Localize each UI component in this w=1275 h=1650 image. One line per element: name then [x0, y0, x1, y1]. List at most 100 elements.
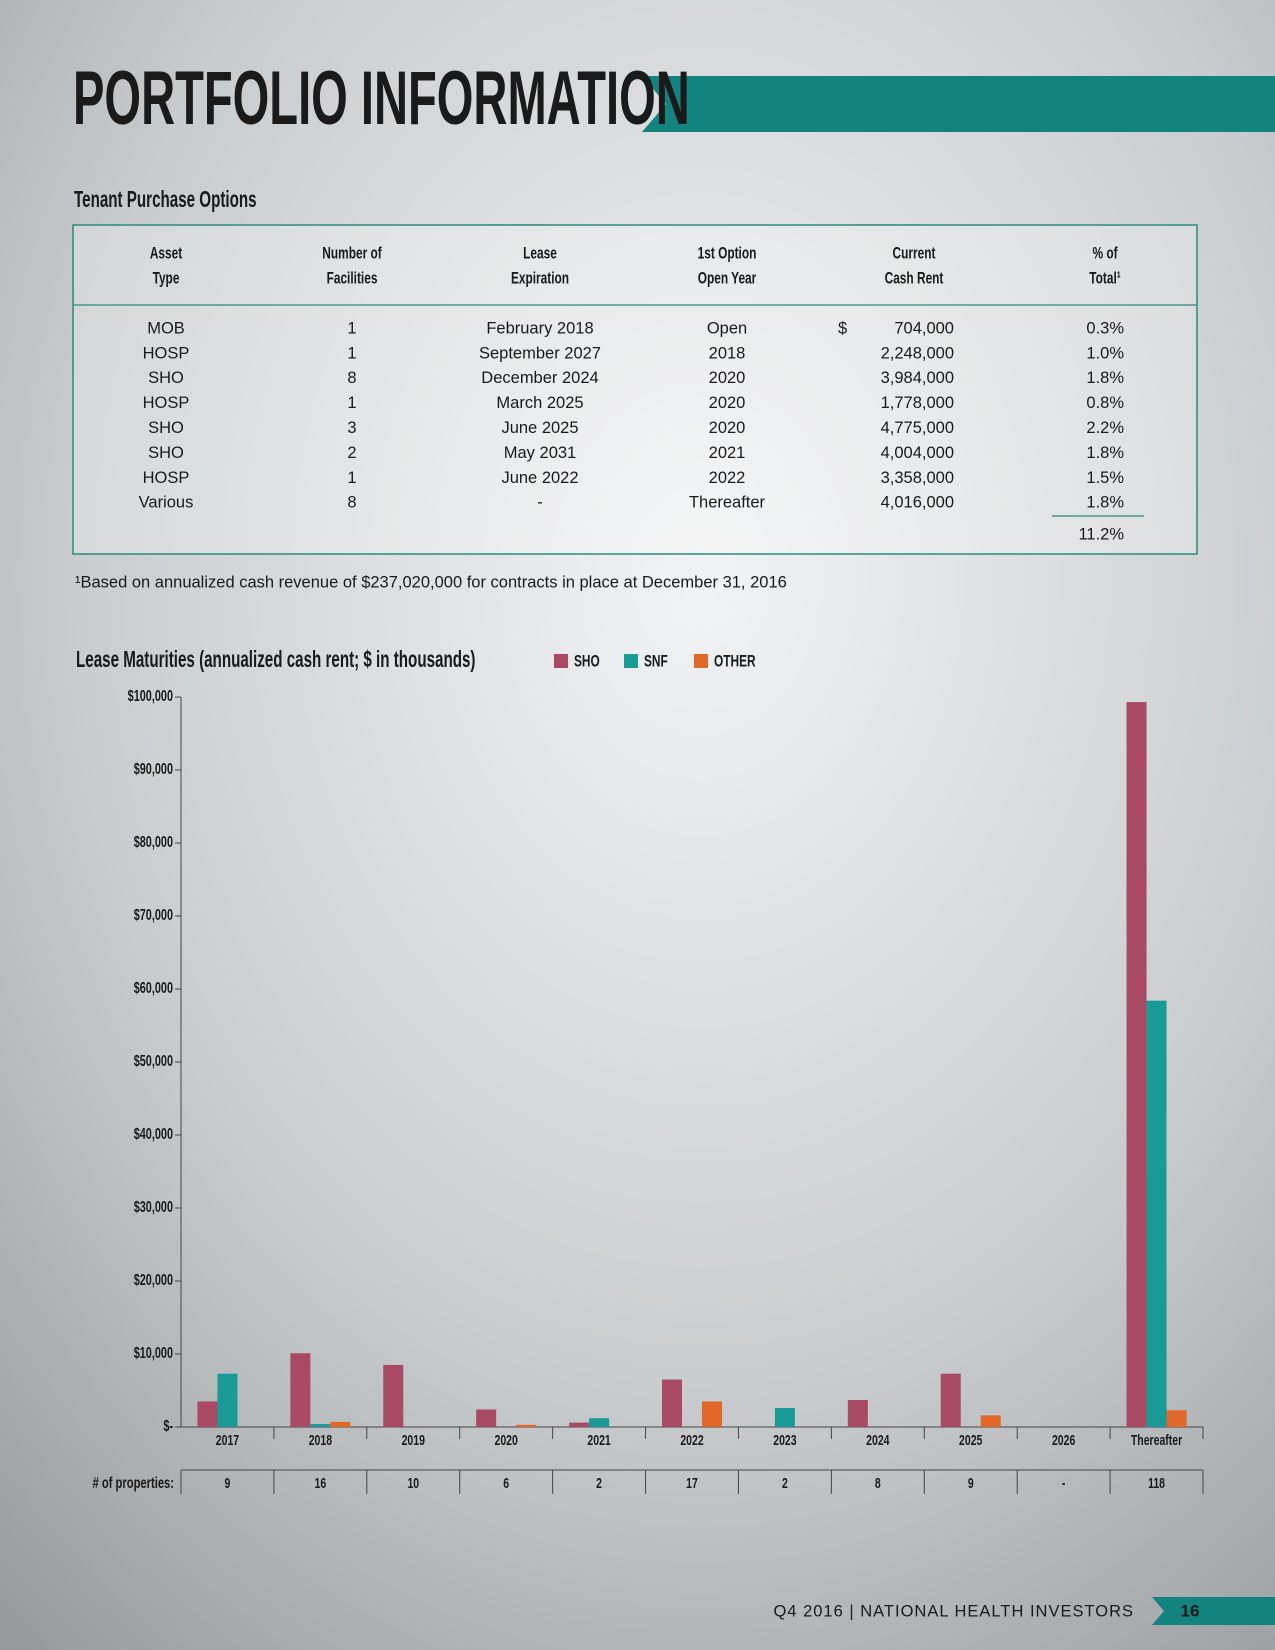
column-header: Open Year — [698, 270, 757, 289]
y-tick-label: $80,000 — [134, 833, 174, 851]
table-cell: 2021 — [709, 444, 746, 462]
table-cell: SHO — [148, 419, 184, 437]
column-header: Cash Rent — [885, 270, 944, 289]
legend-swatch — [554, 654, 568, 668]
column-header: Lease — [523, 245, 557, 264]
y-tick-label: $10,000 — [134, 1344, 174, 1362]
legend-label: OTHER — [714, 653, 756, 672]
legend-label: SNF — [644, 653, 668, 672]
table-cell: 1.8% — [1086, 494, 1124, 512]
x-tick-label: 2017 — [216, 1431, 239, 1448]
table-cell: 8 — [347, 369, 356, 387]
table-cell: 3,358,000 — [881, 469, 954, 487]
column-header: Current — [893, 245, 936, 264]
table-cell: 1.8% — [1086, 444, 1124, 462]
table-cell: 3,984,000 — [881, 369, 954, 387]
page-number: 16 — [1181, 1601, 1200, 1620]
table-cell: HOSP — [143, 394, 190, 412]
title-banner — [642, 76, 1275, 132]
table-cell: 1.8% — [1086, 369, 1124, 387]
table-cell: 8 — [347, 494, 356, 512]
bar — [940, 1373, 961, 1427]
table-cell: 2018 — [709, 344, 746, 362]
bar — [702, 1401, 722, 1427]
x-tick-label: 2025 — [959, 1431, 982, 1448]
bar — [516, 1424, 537, 1427]
table-cell: 1.0% — [1086, 344, 1124, 362]
properties-label: # of properties: — [93, 1473, 174, 1492]
bar — [197, 1401, 218, 1427]
table-cell: 1 — [347, 394, 356, 412]
footnote: ¹Based on annualized cash revenue of $23… — [75, 573, 787, 591]
page-title: PORTFOLIO INFORMATION — [73, 57, 690, 141]
properties-value: 2 — [596, 1474, 602, 1491]
table-cell: December 2024 — [481, 369, 598, 387]
table-cell: 0.8% — [1086, 394, 1124, 412]
legend-swatch — [624, 654, 638, 668]
bar — [476, 1409, 497, 1427]
table-cell: 4,004,000 — [881, 444, 954, 462]
bar — [1166, 1410, 1187, 1427]
column-header: Type — [153, 270, 180, 289]
bar — [290, 1353, 311, 1427]
column-header: Number of — [322, 245, 382, 264]
x-tick-label: 2023 — [773, 1431, 796, 1448]
properties-value: 9 — [968, 1474, 974, 1491]
table-cell: 1,778,000 — [881, 394, 954, 412]
table-cell: 2020 — [709, 369, 746, 387]
table-total: 11.2% — [1078, 525, 1124, 543]
bar — [662, 1379, 682, 1427]
y-tick-label: $100,000 — [128, 687, 174, 705]
currency-symbol: $ — [838, 319, 847, 337]
table-cell: 2022 — [709, 469, 746, 487]
bar — [330, 1421, 351, 1427]
column-header: Total¹ — [1089, 270, 1121, 289]
footer-text: Q4 2016 | NATIONAL HEALTH INVESTORS — [773, 1602, 1134, 1620]
table-cell: 4,016,000 — [881, 494, 954, 512]
bar — [980, 1415, 1001, 1427]
properties-value: 6 — [503, 1474, 509, 1491]
x-tick-label: 2021 — [587, 1431, 610, 1448]
column-header: 1st Option — [698, 245, 757, 264]
table-cell: HOSP — [143, 469, 190, 487]
x-tick-label: Thereafter — [1131, 1431, 1182, 1448]
table-cell: 4,775,000 — [881, 419, 954, 437]
legend-swatch — [694, 654, 708, 668]
x-tick-label: 2026 — [1052, 1431, 1075, 1448]
column-header: Facilities — [327, 270, 378, 289]
column-header: Asset — [150, 245, 182, 264]
properties-value: 118 — [1148, 1474, 1165, 1491]
properties-value: 9 — [225, 1474, 231, 1491]
column-header: Expiration — [511, 270, 569, 289]
table-cell: Various — [139, 494, 194, 512]
x-tick-label: 2018 — [309, 1431, 332, 1448]
table-cell: Thereafter — [689, 494, 766, 512]
table-cell: 1 — [347, 344, 356, 362]
table-cell: 2.2% — [1086, 419, 1124, 437]
y-tick-label: $90,000 — [134, 760, 174, 778]
table-cell: 3 — [347, 419, 356, 437]
y-tick-label: $- — [163, 1417, 173, 1435]
column-header: % of — [1092, 245, 1117, 264]
y-tick-label: $30,000 — [134, 1198, 174, 1216]
bar — [310, 1424, 331, 1427]
table-cell: 1 — [347, 469, 356, 487]
properties-value: 2 — [782, 1474, 788, 1491]
y-tick-label: $40,000 — [134, 1125, 174, 1143]
properties-value: - — [1062, 1474, 1065, 1491]
table-cell: September 2027 — [479, 344, 601, 362]
table-cell: June 2025 — [501, 419, 578, 437]
y-tick-label: $70,000 — [134, 906, 174, 924]
properties-value: 16 — [315, 1474, 327, 1491]
table-cell: 0.3% — [1086, 319, 1124, 337]
bar — [847, 1399, 868, 1427]
table-cell: May 2031 — [504, 444, 576, 462]
bar — [774, 1408, 795, 1427]
table-cell: 2020 — [709, 394, 746, 412]
table-cell: SHO — [148, 444, 184, 462]
table-cell: 1 — [347, 319, 356, 337]
table-cell: SHO — [148, 369, 184, 387]
properties-value: 10 — [407, 1474, 419, 1491]
y-tick-label: $20,000 — [134, 1271, 174, 1289]
